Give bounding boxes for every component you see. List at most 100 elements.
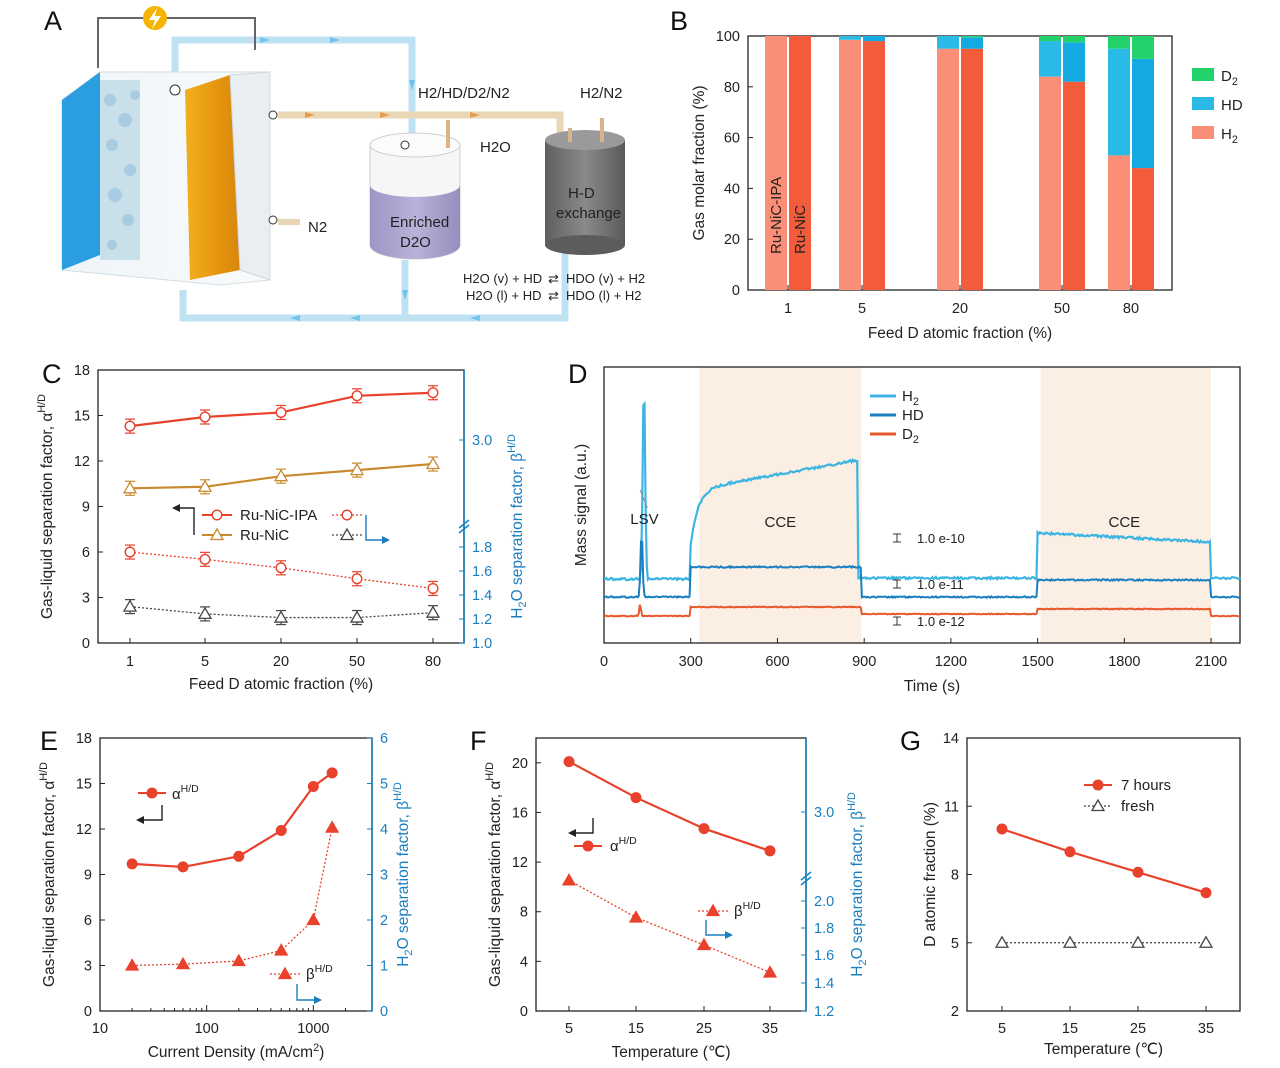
panel-c-ytick-label: 12 [74,454,90,470]
panel-c-ytick-label: 3 [82,591,90,607]
panel-c-point-1-4 [425,456,441,470]
panel-e-xtick-label: 100 [195,1021,219,1037]
panel-c-point-0-3 [351,390,363,402]
panel-g-xtick-label: 15 [1062,1021,1078,1037]
panel-d-xtick-label: 300 [679,654,703,670]
panel-c-ylabel: Gas-liquid separation factor, αH/D [36,394,56,619]
panel-e-point-0-0 [126,858,138,870]
panel-c-xtick-label: 80 [425,654,441,670]
panel-c-point-2-1 [199,553,211,565]
legend-c-marker-0 [211,509,223,521]
legend-c-label-0: Ru-NiC-IPA [240,507,317,524]
bar-h2-nic-5 [863,41,885,290]
scale-bar-label-2: 1.0 e-12 [917,614,965,629]
panel-c-xtick-label: 20 [273,654,289,670]
panel-c-xtick-label: 5 [201,654,209,670]
panel-e-point-1-1 [175,956,191,970]
panel-e-xlabel: Current Density (mA/cm2) [148,1042,325,1061]
panel-g-label: G [900,726,921,756]
trace-d2 [604,604,1241,618]
scale-bar-label-1: 1.0 e-11 [917,577,964,592]
membrane [185,75,240,280]
panel-c-point-3-3 [349,610,365,623]
pipe-return [179,250,569,322]
panel-e-ytick-label: 6 [84,913,92,929]
panel-c-y2tick-label: 3.0 [472,433,492,449]
panel-b-ytick-label: 100 [716,29,740,45]
legend-g-label-fresh: fresh [1121,798,1154,815]
panel-g-ytick-label: 8 [951,868,959,884]
panel-d-frame [603,366,1241,644]
legend-e-right-arrowhead [314,996,322,1004]
panel-b-chart: B 0 20 40 60 80 100 1 5 20 50 80 Feed D atomic frac… [670,6,1243,342]
legend-f-right-arrow [705,920,727,936]
panel-f-y2tick-label: 1.2 [814,1004,834,1020]
panel-g-point-0-0 [996,823,1008,835]
panel-e-ytick-label: 0 [84,1004,92,1020]
lightning-bolt-icon [143,6,167,30]
panel-e-point-0-4 [307,781,319,793]
label-enriched: Enriched [390,214,449,231]
panel-c-point-1-2 [273,468,289,482]
panel-a-label: A [44,6,62,36]
legend-f-beta-marker [705,903,721,917]
legend-g-marker-7h [1092,779,1104,791]
panel-d-xlabel: Time (s) [904,678,960,695]
hd-exchange-column [545,118,625,255]
equation-2-arrow: ⇄ [548,288,559,303]
panel-b-bars: Ru-NiC-IPA Ru-NiC [765,36,1154,291]
panel-e-legend: αH/D βH/D [136,783,333,1004]
panel-e-point-1-5 [324,820,340,833]
panel-d-xtick-label: 900 [852,654,876,670]
panel-a-diagram: A [44,6,645,322]
bar-hd-ipa-5 [839,36,861,40]
legend-label-d2: D2 [1221,68,1238,88]
panel-c-y2tick-label: 1.6 [472,564,492,580]
panel-c-y2tick-label: 1.2 [472,612,492,628]
legend-f-right-arrowhead [725,931,733,939]
panel-g-point-0-3 [1200,887,1212,899]
panel-e-y2tick-label: 6 [380,731,388,747]
panel-e-point-0-5 [326,767,338,779]
panel-b-ytick-label: 60 [724,131,740,147]
panel-b-legend: D2 HD H2 [1192,68,1243,146]
legend-c-right-arrow [365,515,384,541]
panel-c-axis-break-1 [458,519,470,529]
panel-c-point-3-0 [122,599,138,612]
panel-c-axis-break-2 [458,524,470,534]
equation-1-arrow: ⇄ [548,271,559,286]
legend-d-label-hd: HD [902,407,924,424]
panel-c-ytick-label: 18 [74,363,90,379]
panel-f-xtick-label: 5 [565,1021,573,1037]
bar-hd-nic-20 [961,37,983,49]
power-wire [97,17,256,68]
panel-e-y2tick-label: 2 [380,913,388,929]
panel-f-line-1 [568,879,771,974]
panel-f-axis-break-1 [800,871,812,881]
panel-c-point-2-0 [124,546,136,558]
legend-f-alpha-marker [582,840,594,852]
panel-b-xtick-label: 1 [784,301,792,317]
bar-hd-nic-80 [1132,58,1154,169]
bar-d2-ipa-50 [1039,36,1061,42]
panel-e-point-0-1 [177,861,189,873]
panel-b-ytick-label: 80 [724,80,740,96]
panel-b-ytick-label: 40 [724,181,740,197]
legend-c-dotmarker-1 [339,527,355,541]
panel-f-y2tick-label: 1.4 [814,976,834,992]
panel-f-point-0-0 [563,756,575,768]
annotation-cce-1: CCE [765,514,797,531]
bar-d2-ipa-80 [1108,36,1130,49]
panel-e-ylabel: Gas-liquid separation factor, αH/D [38,762,58,987]
panel-c-point-1-0 [122,480,138,494]
panel-e-ytick-label: 12 [76,822,92,838]
panel-g-point-1-1 [1062,935,1078,948]
panel-c-point-1-3 [349,462,365,476]
panel-c-ytick-label: 6 [82,545,90,561]
legend-c-right-arrowhead [382,536,390,544]
panel-e-y2tick-label: 4 [380,822,388,838]
cce-band-0 [699,367,862,643]
